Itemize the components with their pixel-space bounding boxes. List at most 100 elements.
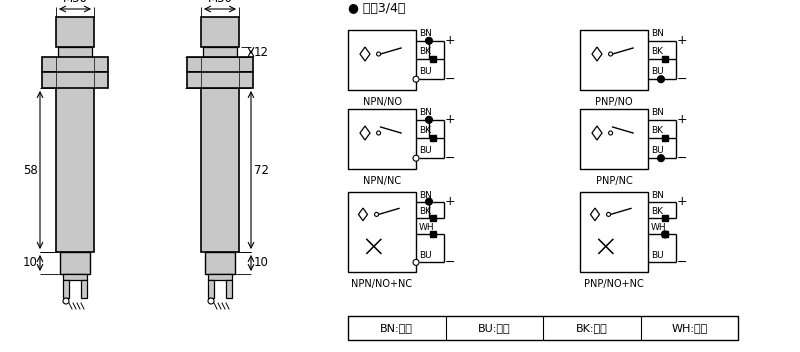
Bar bbox=[208, 280, 214, 298]
Text: +: + bbox=[445, 34, 456, 47]
Text: BK: BK bbox=[419, 47, 431, 56]
Text: BK: BK bbox=[419, 126, 431, 135]
Polygon shape bbox=[592, 126, 602, 140]
Circle shape bbox=[658, 155, 665, 162]
Bar bbox=[348, 30, 416, 90]
Text: M30: M30 bbox=[62, 0, 87, 5]
Bar bbox=[201, 17, 239, 47]
Bar bbox=[56, 17, 94, 47]
Bar bbox=[662, 215, 668, 221]
Text: BK: BK bbox=[419, 207, 431, 215]
Polygon shape bbox=[590, 208, 599, 221]
Text: BU: BU bbox=[419, 146, 432, 155]
Text: BK: BK bbox=[651, 126, 663, 135]
Circle shape bbox=[609, 131, 613, 135]
Text: BU:兰色: BU:兰色 bbox=[478, 323, 510, 333]
Bar bbox=[348, 316, 738, 340]
Text: NPN/NO: NPN/NO bbox=[362, 97, 402, 107]
Bar bbox=[81, 280, 87, 298]
Polygon shape bbox=[358, 208, 367, 221]
Circle shape bbox=[377, 52, 381, 56]
Text: BU: BU bbox=[651, 251, 664, 260]
Text: +: + bbox=[677, 195, 688, 208]
Text: BU: BU bbox=[419, 67, 432, 76]
Text: ● 直入3/4线: ● 直入3/4线 bbox=[348, 1, 406, 14]
Text: WH: WH bbox=[651, 224, 666, 232]
Text: 12: 12 bbox=[254, 45, 269, 58]
Text: 72: 72 bbox=[254, 163, 269, 176]
Text: 58: 58 bbox=[23, 163, 38, 176]
Circle shape bbox=[426, 198, 433, 205]
Circle shape bbox=[609, 52, 613, 56]
Circle shape bbox=[374, 212, 378, 216]
Bar bbox=[56, 72, 94, 88]
Text: BN:棕色: BN:棕色 bbox=[380, 323, 413, 333]
Circle shape bbox=[426, 116, 433, 123]
Circle shape bbox=[413, 76, 419, 82]
Text: PNP/NO+NC: PNP/NO+NC bbox=[584, 279, 644, 289]
Text: −: − bbox=[677, 256, 687, 269]
Circle shape bbox=[413, 259, 419, 265]
Text: +: + bbox=[445, 113, 456, 126]
Text: WH:白色: WH:白色 bbox=[671, 323, 707, 333]
Bar bbox=[662, 135, 668, 141]
Text: BK: BK bbox=[651, 47, 663, 56]
Text: BN: BN bbox=[419, 29, 432, 38]
Text: BU: BU bbox=[651, 146, 664, 155]
Bar bbox=[56, 57, 94, 72]
Circle shape bbox=[63, 298, 69, 304]
Bar bbox=[201, 57, 239, 72]
Bar bbox=[63, 274, 87, 280]
Text: BU: BU bbox=[651, 67, 664, 76]
Bar bbox=[205, 252, 235, 274]
Circle shape bbox=[377, 131, 381, 135]
Text: +: + bbox=[677, 34, 688, 47]
Circle shape bbox=[658, 76, 665, 83]
Text: M30: M30 bbox=[207, 0, 233, 5]
Text: −: − bbox=[677, 73, 687, 86]
Text: NPN/NO+NC: NPN/NO+NC bbox=[351, 279, 413, 289]
Bar bbox=[42, 57, 108, 72]
Polygon shape bbox=[360, 126, 370, 140]
Bar bbox=[580, 109, 648, 169]
Bar bbox=[203, 47, 237, 57]
Bar bbox=[201, 88, 239, 252]
Circle shape bbox=[426, 37, 433, 44]
Bar bbox=[580, 192, 648, 272]
Bar bbox=[58, 47, 92, 57]
Polygon shape bbox=[360, 47, 370, 61]
Text: PNP/NO: PNP/NO bbox=[595, 97, 633, 107]
Bar bbox=[430, 135, 436, 141]
Polygon shape bbox=[592, 47, 602, 61]
Text: −: − bbox=[445, 256, 455, 269]
Text: 10: 10 bbox=[23, 257, 38, 270]
Text: +: + bbox=[445, 195, 456, 208]
Text: WH: WH bbox=[419, 224, 434, 232]
Text: PNP/NC: PNP/NC bbox=[596, 176, 632, 186]
Text: BU: BU bbox=[419, 251, 432, 260]
Text: −: − bbox=[445, 73, 455, 86]
Text: 10: 10 bbox=[254, 257, 269, 270]
Text: BK: BK bbox=[651, 207, 663, 215]
Circle shape bbox=[662, 231, 669, 238]
Bar bbox=[348, 109, 416, 169]
Bar bbox=[348, 192, 416, 272]
Text: BN: BN bbox=[419, 190, 432, 200]
Bar bbox=[430, 56, 436, 62]
Bar bbox=[42, 72, 108, 88]
Circle shape bbox=[606, 212, 610, 216]
Bar bbox=[56, 88, 94, 252]
Text: BN: BN bbox=[651, 29, 664, 38]
Bar bbox=[201, 72, 239, 88]
Text: NPN/NC: NPN/NC bbox=[363, 176, 401, 186]
Bar bbox=[63, 280, 69, 298]
Circle shape bbox=[413, 155, 419, 161]
Text: BK:黑色: BK:黑色 bbox=[576, 323, 608, 333]
Bar bbox=[60, 252, 90, 274]
Bar bbox=[580, 30, 648, 90]
Bar bbox=[187, 72, 253, 88]
Bar bbox=[662, 231, 668, 237]
Bar bbox=[208, 274, 232, 280]
Bar bbox=[430, 231, 436, 237]
Circle shape bbox=[208, 298, 214, 304]
